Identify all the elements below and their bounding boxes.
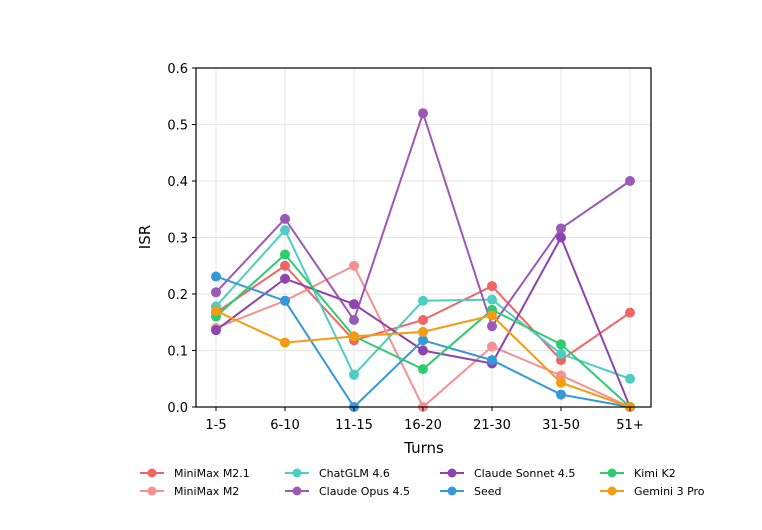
legend-item: Claude Opus 4.5 [285, 485, 410, 498]
x-tick-label: 21-30 [473, 418, 511, 433]
y-tick-label: 0.3 [167, 232, 188, 247]
data-point [487, 310, 497, 321]
legend-marker [147, 468, 157, 478]
data-point [487, 294, 497, 305]
legend-item: Seed [440, 485, 502, 498]
legend-item: MiniMax M2.1 [140, 467, 250, 480]
y-tick-label: 0.5 [167, 119, 188, 134]
y-tick-label: 0.2 [167, 288, 188, 303]
legend-item: Gemini 3 Pro [600, 485, 705, 498]
x-tick-label: 16-20 [404, 418, 442, 433]
data-point [625, 307, 635, 318]
legend-label: Kimi K2 [634, 467, 676, 480]
legend-marker [292, 468, 302, 478]
legend-marker [447, 468, 457, 478]
data-point [349, 369, 359, 380]
data-point [556, 370, 566, 381]
data-point [556, 389, 566, 400]
data-point [280, 260, 290, 271]
data-point [625, 373, 635, 384]
data-point [487, 321, 497, 332]
data-point [280, 295, 290, 306]
series-gemini-3-pro [211, 305, 635, 412]
data-point [349, 299, 359, 310]
legend-label: ChatGLM 4.6 [319, 467, 390, 480]
y-tick-label: 0.4 [167, 175, 188, 190]
legend-label: Seed [474, 485, 502, 498]
data-point [280, 249, 290, 260]
legend-item: MiniMax M2 [140, 485, 239, 498]
y-tick-label: 0.1 [167, 345, 188, 360]
data-point [418, 345, 428, 356]
data-point [556, 339, 566, 350]
data-point [556, 232, 566, 243]
x-tick-label: 31-50 [542, 418, 580, 433]
y-axis-label: ISR [136, 225, 154, 249]
legend-item: Kimi K2 [600, 467, 676, 480]
legend-label: MiniMax M2.1 [174, 467, 250, 480]
data-point [418, 335, 428, 346]
data-point [418, 326, 428, 337]
y-tick-label: 0.0 [167, 401, 188, 416]
data-point [487, 355, 497, 366]
data-point [418, 295, 428, 306]
y-tick-label: 0.6 [167, 62, 188, 77]
data-point [211, 287, 221, 298]
legend-marker [607, 468, 617, 478]
data-point [556, 348, 566, 359]
data-point [349, 331, 359, 342]
legend-label: Claude Sonnet 4.5 [474, 467, 575, 480]
data-point [418, 108, 428, 119]
data-point [211, 271, 221, 282]
x-tick-label: 1-5 [205, 418, 226, 433]
data-point [280, 273, 290, 284]
legend-item: ChatGLM 4.6 [285, 467, 390, 480]
data-point [349, 260, 359, 271]
series-claude-opus-4-5 [211, 108, 635, 332]
data-point [211, 325, 221, 336]
legend-label: Gemini 3 Pro [634, 485, 705, 498]
data-point [280, 213, 290, 224]
data-point [487, 341, 497, 352]
data-point [556, 377, 566, 388]
legend-label: MiniMax M2 [174, 485, 239, 498]
legend-item: Claude Sonnet 4.5 [440, 467, 575, 480]
x-tick-label: 51+ [616, 418, 643, 433]
data-point [280, 337, 290, 348]
legend-marker [292, 486, 302, 496]
legend-marker [607, 486, 617, 496]
data-point [625, 176, 635, 186]
data-point [487, 281, 497, 292]
data-point [349, 314, 359, 325]
series-chatglm-4-6 [211, 225, 635, 384]
data-point [418, 364, 428, 375]
data-point [280, 225, 290, 236]
data-point [556, 223, 566, 234]
legend-label: Claude Opus 4.5 [319, 485, 410, 498]
x-tick-label: 6-10 [270, 418, 300, 433]
x-tick-label: 11-15 [335, 418, 373, 433]
legend-marker [147, 486, 157, 496]
data-point [418, 314, 428, 325]
x-axis-label: Turns [403, 439, 444, 457]
legend-marker [447, 486, 457, 496]
data-point [211, 305, 221, 316]
